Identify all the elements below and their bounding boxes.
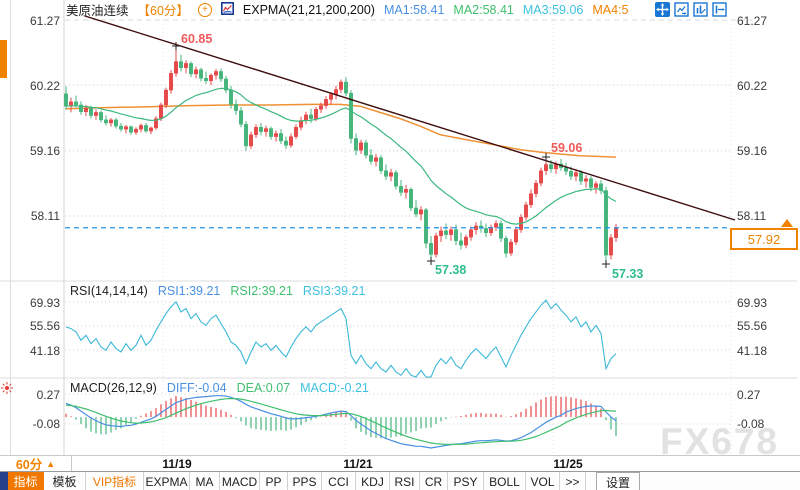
macd-axis-label-left: 0.27	[36, 387, 60, 402]
ma-readout: MA4:5	[592, 2, 629, 17]
macd-panel-header: MACD(26,12,9) DIFF:-0.04 DEA:0.07 MACD:-0.…	[70, 381, 369, 395]
zoom-range-icon[interactable]	[674, 2, 689, 17]
chart-tool-icons	[655, 2, 727, 17]
bar-scale-icon[interactable]	[693, 2, 708, 17]
rsi-readout: RSI1:39.21	[157, 284, 221, 298]
date-label: 11/19	[162, 457, 192, 471]
chart-canvas[interactable]	[0, 0, 800, 471]
price-axis-label-left: 59.16	[29, 144, 60, 159]
current-price-box: 57.92	[730, 228, 798, 250]
price-axis-label-right: 59.16	[737, 144, 768, 159]
macd-readout: DEA:0.07	[236, 381, 291, 395]
left-strip-divider	[10, 0, 11, 455]
ma-readout: MA2:58.41	[453, 2, 514, 17]
toolbar-item-expma[interactable]: EXPMA	[144, 472, 190, 490]
period-tag: 【60分】	[137, 4, 189, 18]
price-annotation-label: 57.33	[612, 267, 644, 281]
rsi-axis-label-left: 55.56	[29, 319, 60, 334]
macd-title: MACD(26,12,9)	[70, 381, 157, 395]
add-compare-icon[interactable]: +	[197, 2, 212, 17]
macd-readouts: DIFF:-0.04 DEA:0.07 MACD:-0.21	[167, 381, 369, 395]
toolbar-item-indicator[interactable]: 指标	[8, 472, 44, 490]
toolbar-lead-block	[0, 472, 8, 490]
mini-chart-icon[interactable]	[220, 1, 234, 18]
rsi-axis-label-left: 69.93	[29, 295, 60, 310]
chart-header: 美原油连续 【60分】 + EXPMA(21,21,200,200) MA1:5…	[66, 1, 629, 18]
time-axis-row: 60分 ▲ 11/19 11/21 11/25	[0, 455, 800, 472]
toolbar-item-cr[interactable]: CR	[420, 472, 448, 490]
macd-readout: DIFF:-0.04	[166, 381, 227, 395]
ma-readout: MA1:58.41	[383, 2, 445, 17]
pan-icon[interactable]	[655, 2, 670, 17]
price-annotation-label: 59.06	[551, 141, 583, 155]
price-direction-triangle-icon	[781, 219, 793, 227]
indicator-title: EXPMA(21,21,200,200)	[242, 2, 375, 17]
toolbar-item-kdj[interactable]: KDJ	[356, 472, 390, 490]
symbol-name: 美原油连续	[66, 4, 129, 18]
date-label: 11/21	[343, 457, 373, 471]
toolbar-item-ma[interactable]: MA	[190, 472, 220, 490]
rsi-readout: RSI3:39.21	[302, 284, 366, 298]
rsi-axis-label-right: 69.93	[737, 295, 768, 310]
macd-axis-label-left: -0.08	[32, 417, 60, 432]
toolbar-item-rsi[interactable]: RSI	[390, 472, 420, 490]
exit-icon[interactable]	[712, 2, 727, 17]
toolbar-item-vol[interactable]: VOL	[526, 472, 560, 490]
rsi-readouts: RSI1:39.21 RSI2:39.21 RSI3:39.21	[158, 284, 366, 298]
toolbar-item-more[interactable]: >>	[560, 472, 586, 490]
toolbar-item-psy[interactable]: PSY	[448, 472, 484, 490]
price-annotation-label: 60.85	[181, 32, 213, 46]
current-price-value: 57.92	[747, 231, 781, 247]
toolbar-item-pps[interactable]: PPS	[288, 472, 322, 490]
left-accent-bar	[0, 40, 7, 78]
period-label: 60分	[15, 458, 43, 472]
price-axis-label-left: 61.27	[29, 13, 60, 28]
rsi-axis-label-right: 41.18	[737, 343, 768, 358]
rsi-panel-header: RSI(14,14,14) RSI1:39.21 RSI2:39.21 RSI3:3…	[70, 284, 365, 298]
bottom-toolbar: 指标 模板 VIP指标 EXPMA MA MACD PP PPS CCI KDJ RSI CR PSY B…	[0, 471, 800, 490]
ma-readout: MA3:59.06	[522, 2, 584, 17]
rsi-axis-label-left: 41.18	[29, 343, 60, 358]
price-axis-label-left: 60.22	[29, 78, 60, 93]
period-selector[interactable]: 60分 ▲	[0, 456, 72, 472]
price-axis-label-right: 60.22	[737, 78, 768, 93]
price-annotation-label: 57.38	[435, 263, 467, 277]
alert-sun-icon[interactable]	[1, 381, 13, 399]
rsi-title: RSI(14,14,14)	[70, 284, 148, 298]
toolbar-item-template[interactable]: 模板	[44, 472, 86, 490]
date-label: 11/25	[553, 457, 583, 471]
toolbar-item-cci[interactable]: CCI	[322, 472, 356, 490]
toolbar-item-boll[interactable]: BOLL	[484, 472, 526, 490]
macd-readout: MACD:-0.21	[300, 381, 369, 395]
price-axis-label-left: 58.11	[30, 209, 60, 224]
macd-axis-label-right: 0.27	[737, 387, 761, 402]
period-up-arrow-icon: ▲	[46, 458, 56, 469]
price-axis-label-right: 61.27	[737, 13, 768, 28]
toolbar-item-pp[interactable]: PP	[260, 472, 288, 490]
rsi-axis-label-right: 55.56	[737, 319, 768, 334]
rsi-readout: RSI2:39.21	[230, 284, 293, 298]
ma-readouts: MA1:58.41 MA2:58.41 MA3:59.06 MA4:5	[384, 3, 629, 17]
toolbar-item-vip-indicator[interactable]: VIP指标	[86, 472, 144, 490]
toolbar-item-settings[interactable]: 设置	[596, 472, 640, 490]
macd-axis-label-right: -0.08	[737, 417, 765, 432]
price-axis-label-right: 58.11	[737, 209, 767, 224]
toolbar-item-macd[interactable]: MACD	[220, 472, 260, 490]
